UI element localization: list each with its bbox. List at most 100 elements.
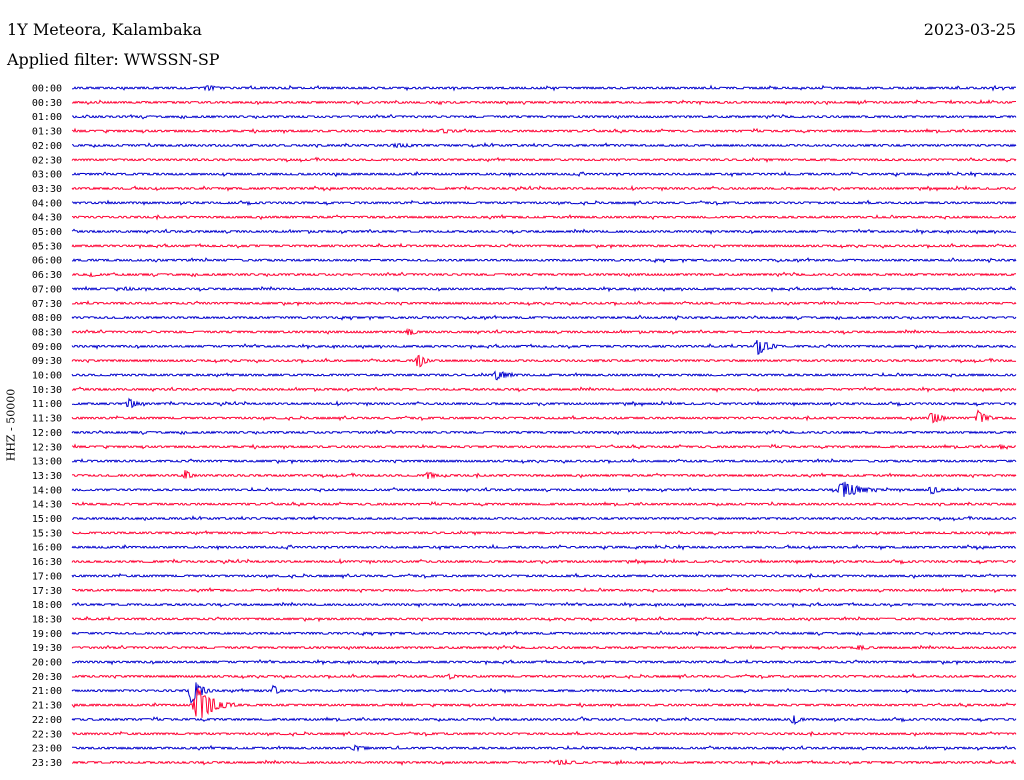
row-time-label: 14:00 (32, 485, 62, 496)
trace-line (71, 397, 1017, 409)
trace-line (71, 644, 1017, 652)
row-time-label: 09:00 (32, 342, 62, 353)
row-time-label: 02:30 (32, 155, 62, 166)
trace-line (71, 529, 1017, 537)
row-time-label: 21:30 (32, 701, 62, 712)
trace-line (71, 601, 1017, 609)
trace-line (71, 354, 1017, 368)
row-time-label: 21:00 (32, 686, 62, 697)
row-time-label: 02:00 (32, 141, 62, 152)
trace-line (71, 744, 1017, 753)
row-time-label: 20:00 (32, 658, 62, 669)
filter-label: Applied filter: WWSSN-SP (7, 50, 220, 69)
row-time-label: 01:30 (32, 127, 62, 138)
station-title: 1Y Meteora, Kalambaka (7, 20, 202, 39)
row-time-label: 03:30 (32, 184, 62, 195)
trace-line (71, 630, 1017, 637)
row-time-label: 16:30 (32, 557, 62, 568)
trace-line (71, 214, 1017, 221)
row-time-label: 11:00 (32, 399, 62, 410)
row-time-label: 15:30 (32, 528, 62, 539)
row-time-label: 19:00 (32, 629, 62, 640)
trace-line (71, 257, 1017, 264)
row-time-label: 17:30 (32, 586, 62, 597)
trace-line (71, 340, 1017, 355)
row-time-label: 04:30 (32, 213, 62, 224)
trace-line (71, 285, 1017, 293)
trace-line (71, 557, 1017, 565)
trace-line (71, 370, 1017, 381)
trace-line (71, 673, 1017, 680)
trace-line (71, 543, 1017, 551)
row-time-label: 06:30 (32, 270, 62, 281)
row-time-label: 23:30 (32, 758, 62, 769)
row-time-label: 17:00 (32, 571, 62, 582)
row-time-label: 13:00 (32, 457, 62, 468)
row-time-label: 15:00 (32, 514, 62, 525)
row-time-label: 07:30 (32, 299, 62, 310)
trace-line (72, 587, 1017, 594)
trace-line (71, 682, 1017, 704)
trace-line (71, 687, 1017, 718)
row-time-label: 00:00 (32, 84, 62, 95)
trace-line (71, 500, 1017, 507)
trace-line (71, 615, 1017, 623)
row-time-label: 22:30 (32, 729, 62, 740)
row-time-label: 12:30 (32, 442, 62, 453)
row-time-label: 18:00 (32, 600, 62, 611)
trace-line (71, 142, 1017, 149)
row-time-label: 22:00 (32, 715, 62, 726)
row-time-label: 07:00 (32, 284, 62, 295)
row-time-label: 05:30 (32, 241, 62, 252)
trace-line (71, 156, 1017, 163)
trace-line (71, 481, 1017, 497)
row-time-label: 09:30 (32, 356, 62, 367)
row-time-label: 05:00 (32, 227, 62, 238)
trace-line (71, 327, 1017, 336)
trace-line (71, 228, 1017, 236)
row-time-label: 16:00 (32, 543, 62, 554)
trace-line (71, 170, 1017, 178)
trace-line (71, 300, 1017, 307)
trace-line (71, 429, 1017, 436)
trace-line (72, 113, 1017, 120)
trace-line (71, 184, 1017, 192)
row-time-label: 03:00 (32, 170, 62, 181)
trace-line (72, 515, 1017, 522)
row-time-label: 06:00 (32, 256, 62, 267)
row-time-label: 18:30 (32, 614, 62, 625)
trace-line (71, 127, 1016, 135)
trace-line (71, 409, 1016, 424)
row-time-label: 13:30 (32, 471, 62, 482)
row-time-label: 10:00 (32, 371, 62, 382)
trace-line (71, 758, 1016, 766)
trace-line (71, 457, 1017, 465)
row-time-label: 11:30 (32, 414, 62, 425)
row-time-label: 19:30 (32, 643, 62, 654)
trace-line (71, 386, 1017, 393)
row-time-label: 04:00 (32, 198, 62, 209)
trace-line (71, 658, 1017, 666)
row-time-label: 10:30 (32, 385, 62, 396)
trace-line (71, 730, 1017, 738)
row-time-label: 00:30 (32, 98, 62, 109)
trace-line (71, 314, 1017, 321)
date-label: 2023-03-25 (923, 20, 1016, 39)
row-time-label: 08:00 (32, 313, 62, 324)
trace-line (72, 271, 1016, 278)
row-time-label: 01:00 (32, 112, 62, 123)
trace-line (71, 715, 1017, 726)
row-time-label: 23:00 (32, 744, 62, 755)
row-time-label: 20:30 (32, 672, 62, 683)
row-time-label: 12:00 (32, 428, 62, 439)
trace-line (71, 443, 1017, 450)
trace-line (71, 99, 1016, 106)
row-time-label: 08:30 (32, 327, 62, 338)
trace-line (71, 572, 1017, 580)
trace-line (71, 470, 1017, 480)
trace-line (71, 199, 1017, 207)
trace-line (71, 84, 1017, 92)
row-time-label: 14:30 (32, 500, 62, 511)
trace-line (71, 242, 1017, 250)
